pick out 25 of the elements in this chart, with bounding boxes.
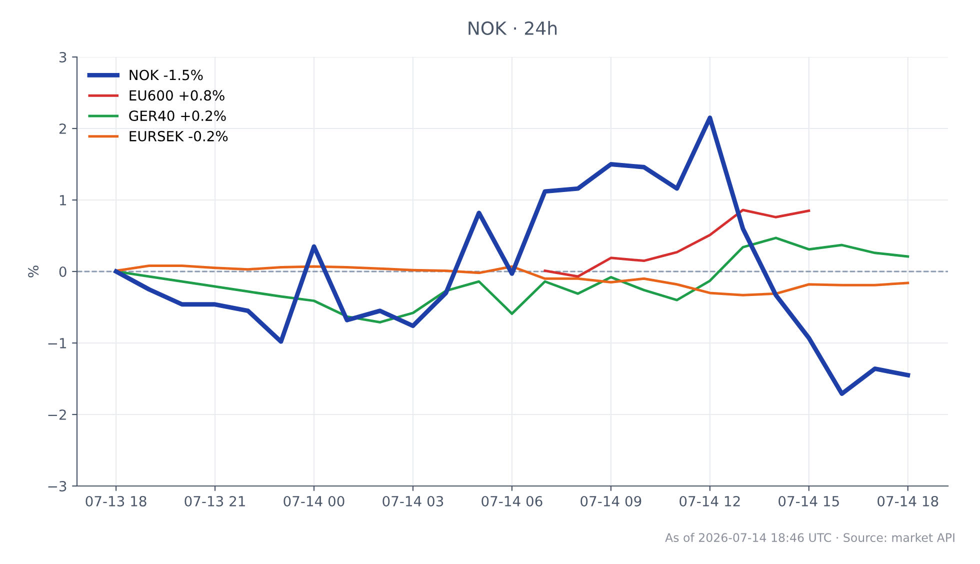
y-tick-label: −1 xyxy=(48,338,66,348)
legend-label: NOK -1.5% xyxy=(130,70,203,80)
x-tick-label: 07-14 18 xyxy=(878,496,938,506)
legend-label: EURSEK -0.2% xyxy=(130,130,228,142)
legend-label: GER40 +0.2% xyxy=(129,110,226,122)
y-tick-label: 3 xyxy=(60,52,66,62)
x-tick-label: 07-14 03 xyxy=(382,496,444,506)
y-axis-title: % xyxy=(28,266,39,278)
y-tick-label: 1 xyxy=(60,195,66,206)
legend-label: EU600 +0.8% xyxy=(130,90,224,101)
text: As of 2026-07-14 18:46 UTC · Source: market API xyxy=(665,532,954,542)
x-tick-label: 07-13 18 xyxy=(86,496,146,506)
line-series xyxy=(544,208,810,278)
x-tick-label: 07-14 06 xyxy=(482,496,542,506)
x-tick-label: 07-14 00 xyxy=(284,496,344,506)
y-tick-label: 0 xyxy=(59,266,66,277)
x-tick-label: 07-14 09 xyxy=(580,496,642,506)
y-tick-label: −2 xyxy=(48,409,66,420)
y-tick-label: 2 xyxy=(59,123,66,134)
y-tick-label: −3 xyxy=(48,480,66,492)
line-series xyxy=(114,264,910,296)
x-tick-label: 07-14 12 xyxy=(680,496,740,506)
chart-title: NOK · 24h xyxy=(468,21,557,36)
x-tick-label: 07-14 15 xyxy=(778,496,839,506)
x-tick-label: 07-13 21 xyxy=(184,496,245,506)
